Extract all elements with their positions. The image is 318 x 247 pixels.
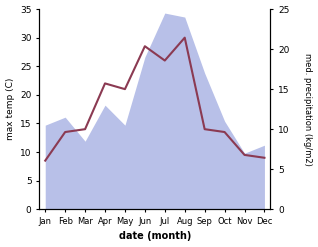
- Y-axis label: med. precipitation (kg/m2): med. precipitation (kg/m2): [303, 53, 313, 165]
- Y-axis label: max temp (C): max temp (C): [5, 78, 15, 140]
- X-axis label: date (month): date (month): [119, 231, 191, 242]
